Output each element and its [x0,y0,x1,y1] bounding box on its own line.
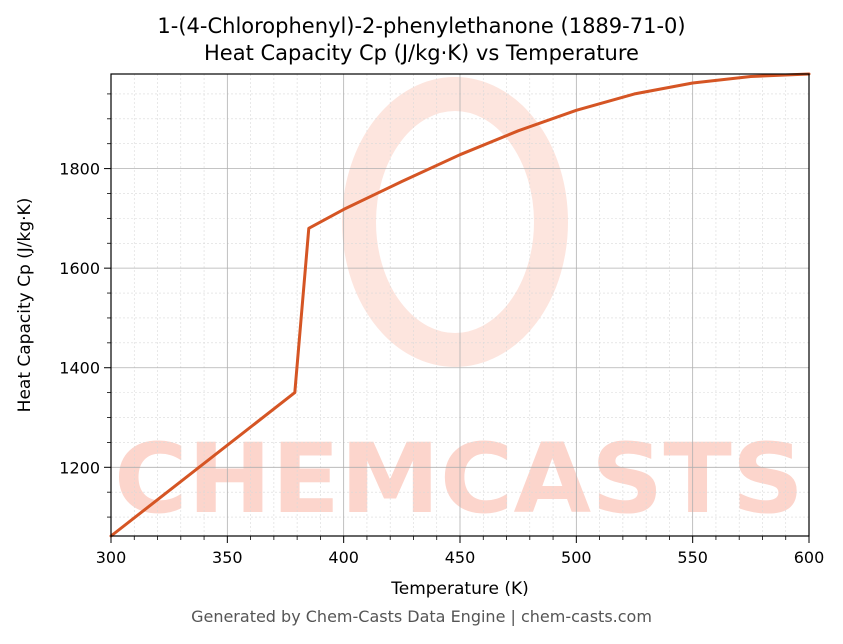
y-tick-label: 1800 [59,160,100,179]
y-tick-label: 1200 [59,458,100,477]
x-tick-label: 450 [445,548,476,567]
chart-subtitle: Heat Capacity Cp (J/kg·K) vs Temperature [204,41,639,65]
series-line [109,72,811,538]
watermark-text: CHEMCASTS [114,423,804,535]
axis-ticks: 300 350 400 450 500 550 600 1200 1400 1600 1800 [59,93,825,567]
x-tick-label: 350 [212,548,243,567]
major-grid [110,74,810,536]
x-axis-label: Temperature (K) [390,579,529,599]
x-tick-label: 550 [677,548,708,567]
y-tick-label: 1400 [59,359,100,378]
footer-credit: Generated by Chem-Casts Data Engine | ch… [191,607,652,626]
x-tick-label: 600 [794,548,825,567]
x-tick-label: 400 [328,548,359,567]
chart-title: 1-(4-Chlorophenyl)-2-phenylethanone (188… [157,14,686,38]
x-tick-label: 300 [96,548,127,567]
y-axis-label: Heat Capacity Cp (J/kg·K) [15,198,35,413]
y-tick-label: 1600 [59,259,100,278]
watermark: CHEMCASTS [114,77,804,535]
x-tick-label: 500 [561,548,592,567]
plot-series [109,72,811,538]
watermark-logo [342,77,568,367]
